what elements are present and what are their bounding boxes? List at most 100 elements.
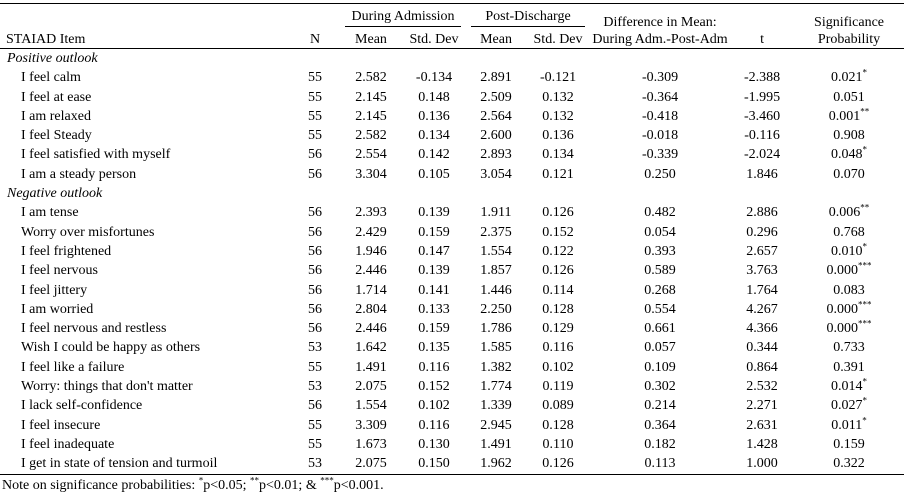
table-row: I get in state of tension and turmoil 53 2… xyxy=(0,454,904,474)
item-cell: I feel frightened xyxy=(21,243,112,259)
table-row: I feel Steady 55 2.582 0.134 2.600 0.136 -0.01… xyxy=(0,126,904,145)
post-sd-cell: 0.114 xyxy=(542,282,574,298)
sig-value: 0.010 xyxy=(831,243,863,259)
table-row: Worry over misfortunes 56 2.429 0.159 2.375 0… xyxy=(0,223,904,242)
post-sd-cell: 0.102 xyxy=(542,359,574,375)
post-sd-cell: 0.126 xyxy=(542,456,574,472)
sig-cell: 0.051 xyxy=(794,88,904,107)
difference-label-line1: Difference in Mean: xyxy=(603,15,717,30)
col-header-item: STAIAD Item xyxy=(0,27,290,49)
sig-value: 0.322 xyxy=(833,456,865,472)
adm-mean-cell: 1.491 xyxy=(355,359,387,375)
difference-label-line2: During Adm.-Post-Adm xyxy=(592,32,728,47)
post-sd-cell: 0.119 xyxy=(542,379,574,395)
adm-sd-cell: 0.116 xyxy=(418,359,450,375)
t-cell: 2.631 xyxy=(746,417,778,433)
sig-value: 0.083 xyxy=(833,282,865,298)
item-cell: I feel calm xyxy=(21,70,81,86)
diff-cell: -0.364 xyxy=(641,89,679,105)
adm-sd-cell: -0.134 xyxy=(415,70,453,86)
section-row: Negative outlook xyxy=(0,184,904,203)
adm-sd-cell: 0.135 xyxy=(418,340,450,356)
adm-mean-cell: 3.309 xyxy=(355,417,387,433)
adm-mean-cell: 2.446 xyxy=(355,263,387,279)
sig-cell: 0.768 xyxy=(794,223,904,242)
post-sd-cell: 0.129 xyxy=(542,321,574,337)
table-row: I feel insecure 55 3.309 0.116 2.945 0.128 0.3… xyxy=(0,414,904,435)
adm-mean-cell: 2.393 xyxy=(355,205,387,221)
n-cell: 56 xyxy=(308,166,322,182)
sig-value: 0.011 xyxy=(831,417,863,433)
adm-mean-cell: 2.554 xyxy=(355,147,387,163)
n-cell: 55 xyxy=(308,417,322,433)
adm-sd-cell: 0.130 xyxy=(418,436,450,452)
table-row: I am a steady person 56 3.304 0.105 3.054 0.1… xyxy=(0,165,904,184)
item-cell: I feel like a failure xyxy=(21,359,125,375)
post-mean-cell: 1.911 xyxy=(480,205,512,221)
post-discharge-label: Post-Discharge xyxy=(471,8,586,27)
n-cell: 55 xyxy=(308,108,322,124)
sig-cell: 0.083 xyxy=(794,281,904,300)
adm-mean-cell: 2.446 xyxy=(355,321,387,337)
t-cell: 4.267 xyxy=(746,301,778,317)
adm-mean-cell: 2.145 xyxy=(355,89,387,105)
n-cell: 56 xyxy=(308,301,322,317)
table-row: I feel frightened 56 1.946 0.147 1.554 0.122 0… xyxy=(0,242,904,261)
post-sd-cell: 0.132 xyxy=(542,108,574,124)
sig-cell: 0.021* xyxy=(794,68,904,87)
significance-label-line1: Significance xyxy=(814,15,885,30)
table-row: I feel calm 55 2.582 -0.134 2.891 -0.121 -0.30… xyxy=(0,68,904,87)
adm-mean-cell: 2.582 xyxy=(355,70,387,86)
post-sd-cell: 0.116 xyxy=(542,340,574,356)
col-header-difference: Difference in Mean: During Adm.-Post-Adm xyxy=(590,3,731,49)
diff-cell: -0.018 xyxy=(641,128,679,144)
t-cell: 0.864 xyxy=(746,359,778,375)
item-cell: Wish I could be happy as others xyxy=(21,340,201,356)
sig-cell: 0.048* xyxy=(794,145,904,164)
col-group-post-discharge: Post-Discharge xyxy=(466,4,590,27)
diff-cell: 0.113 xyxy=(644,456,676,472)
sig-cell: 0.000*** xyxy=(794,319,904,338)
sig-cell: 0.027* xyxy=(794,396,904,415)
n-cell: 53 xyxy=(308,456,322,472)
adm-mean-cell: 1.673 xyxy=(355,436,387,452)
table-row: I lack self-confidence 56 1.554 0.102 1.339 0… xyxy=(0,396,904,415)
n-cell: 55 xyxy=(308,128,322,144)
col-header-significance: Significance Probability xyxy=(794,3,904,49)
table-row: I feel satisfied with myself 56 2.554 0.142… xyxy=(0,145,904,164)
item-cell: I feel Steady xyxy=(21,128,92,144)
adm-sd-cell: 0.159 xyxy=(418,224,450,240)
sig-value: 0.001 xyxy=(828,108,861,124)
sig-cell: 0.001** xyxy=(794,107,904,126)
spacer-cell-n xyxy=(290,4,340,28)
col-header-during-mean: Mean xyxy=(340,27,402,49)
spacer-cell-item xyxy=(0,4,290,28)
t-cell: 1.764 xyxy=(746,282,778,298)
sig-stars: *** xyxy=(858,318,872,329)
adm-sd-cell: 0.133 xyxy=(418,301,450,317)
t-cell: -3.460 xyxy=(743,108,781,124)
adm-mean-cell: 1.642 xyxy=(355,340,387,356)
item-cell: I am worried xyxy=(21,301,94,317)
sig-stars: * xyxy=(862,395,868,406)
table-row: I am relaxed 55 2.145 0.136 2.564 0.132 -0.418… xyxy=(0,107,904,126)
col-header-n: N xyxy=(290,27,340,49)
post-mean-cell: 1.382 xyxy=(480,359,512,375)
post-sd-cell: 0.136 xyxy=(542,128,574,144)
diff-cell: 0.661 xyxy=(644,321,676,337)
table-row: I feel like a failure 55 1.491 0.116 1.382 0.… xyxy=(0,358,904,377)
diff-cell: 0.554 xyxy=(644,301,676,317)
t-cell: -0.116 xyxy=(744,128,780,144)
post-sd-cell: 0.134 xyxy=(542,147,574,163)
sig-value: 0.027 xyxy=(831,398,863,414)
adm-sd-cell: 0.139 xyxy=(418,263,450,279)
sig-stars: * xyxy=(862,414,867,425)
col-header-post-sd: Std. Dev xyxy=(526,27,591,49)
n-cell: 56 xyxy=(308,224,322,240)
section-label: Positive outlook xyxy=(7,51,98,66)
sig-cell: 0.014* xyxy=(794,377,904,396)
sig-cell: 0.391 xyxy=(794,358,904,377)
adm-sd-cell: 0.152 xyxy=(418,379,450,395)
adm-sd-cell: 0.139 xyxy=(418,205,450,221)
